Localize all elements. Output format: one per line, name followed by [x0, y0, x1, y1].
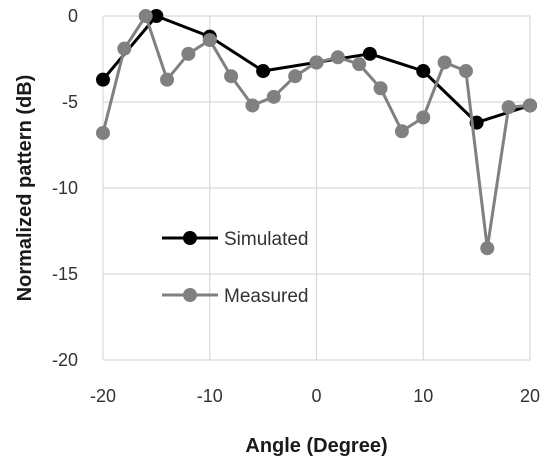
x-tick-label: -20 — [90, 386, 116, 406]
x-axis-title: Angle (Degree) — [245, 435, 387, 457]
x-tick-label: 20 — [520, 386, 540, 406]
data-point-measured — [523, 98, 537, 113]
x-tick-label: -10 — [197, 386, 223, 406]
axes: 0 -5 -10 -15 -20 -20 -10 0 10 20 — [52, 6, 540, 406]
data-point-simulated — [149, 9, 164, 23]
data-point-measured — [224, 69, 239, 84]
y-tick-label: -5 — [62, 92, 78, 112]
data-point-measured — [138, 9, 153, 23]
data-point-measured — [394, 124, 409, 139]
x-tick-label: 0 — [311, 386, 321, 406]
data-point-measured — [202, 33, 217, 48]
series-layer — [96, 9, 537, 256]
data-point-measured — [266, 89, 281, 104]
data-point-measured — [288, 69, 303, 84]
x-tick-label: 10 — [413, 386, 433, 406]
legend-marker-measured — [183, 288, 197, 302]
y-tick-label: 0 — [68, 6, 78, 26]
data-point-simulated — [362, 46, 377, 61]
data-point-measured — [373, 81, 388, 96]
y-tick-label: -10 — [52, 178, 78, 198]
data-point-measured — [480, 241, 495, 256]
data-point-measured — [181, 46, 196, 61]
y-axis-title: Normalized pattern (dB) — [14, 75, 36, 302]
legend-marker-simulated — [183, 231, 197, 245]
data-point-simulated — [256, 64, 271, 79]
data-point-simulated — [96, 72, 110, 87]
y-tick-label: -20 — [52, 350, 78, 370]
data-point-measured — [458, 64, 473, 79]
data-point-measured — [117, 41, 132, 56]
series-measured — [96, 9, 537, 256]
data-point-measured — [309, 55, 324, 70]
data-point-measured — [501, 100, 516, 115]
data-point-measured — [96, 125, 110, 140]
data-point-simulated — [416, 64, 431, 79]
legend-label-simulated: Simulated — [224, 229, 309, 250]
data-point-measured — [245, 98, 260, 113]
axis-titles: Angle (Degree) Normalized pattern (dB) — [14, 75, 388, 457]
data-point-measured — [437, 55, 452, 70]
y-tick-label: -15 — [52, 264, 78, 284]
data-point-measured — [416, 110, 431, 125]
data-point-measured — [352, 57, 367, 72]
legend-label-measured: Measured — [224, 286, 309, 307]
data-point-measured — [160, 72, 175, 87]
data-point-measured — [330, 50, 345, 65]
legend: Simulated Measured — [162, 229, 309, 307]
